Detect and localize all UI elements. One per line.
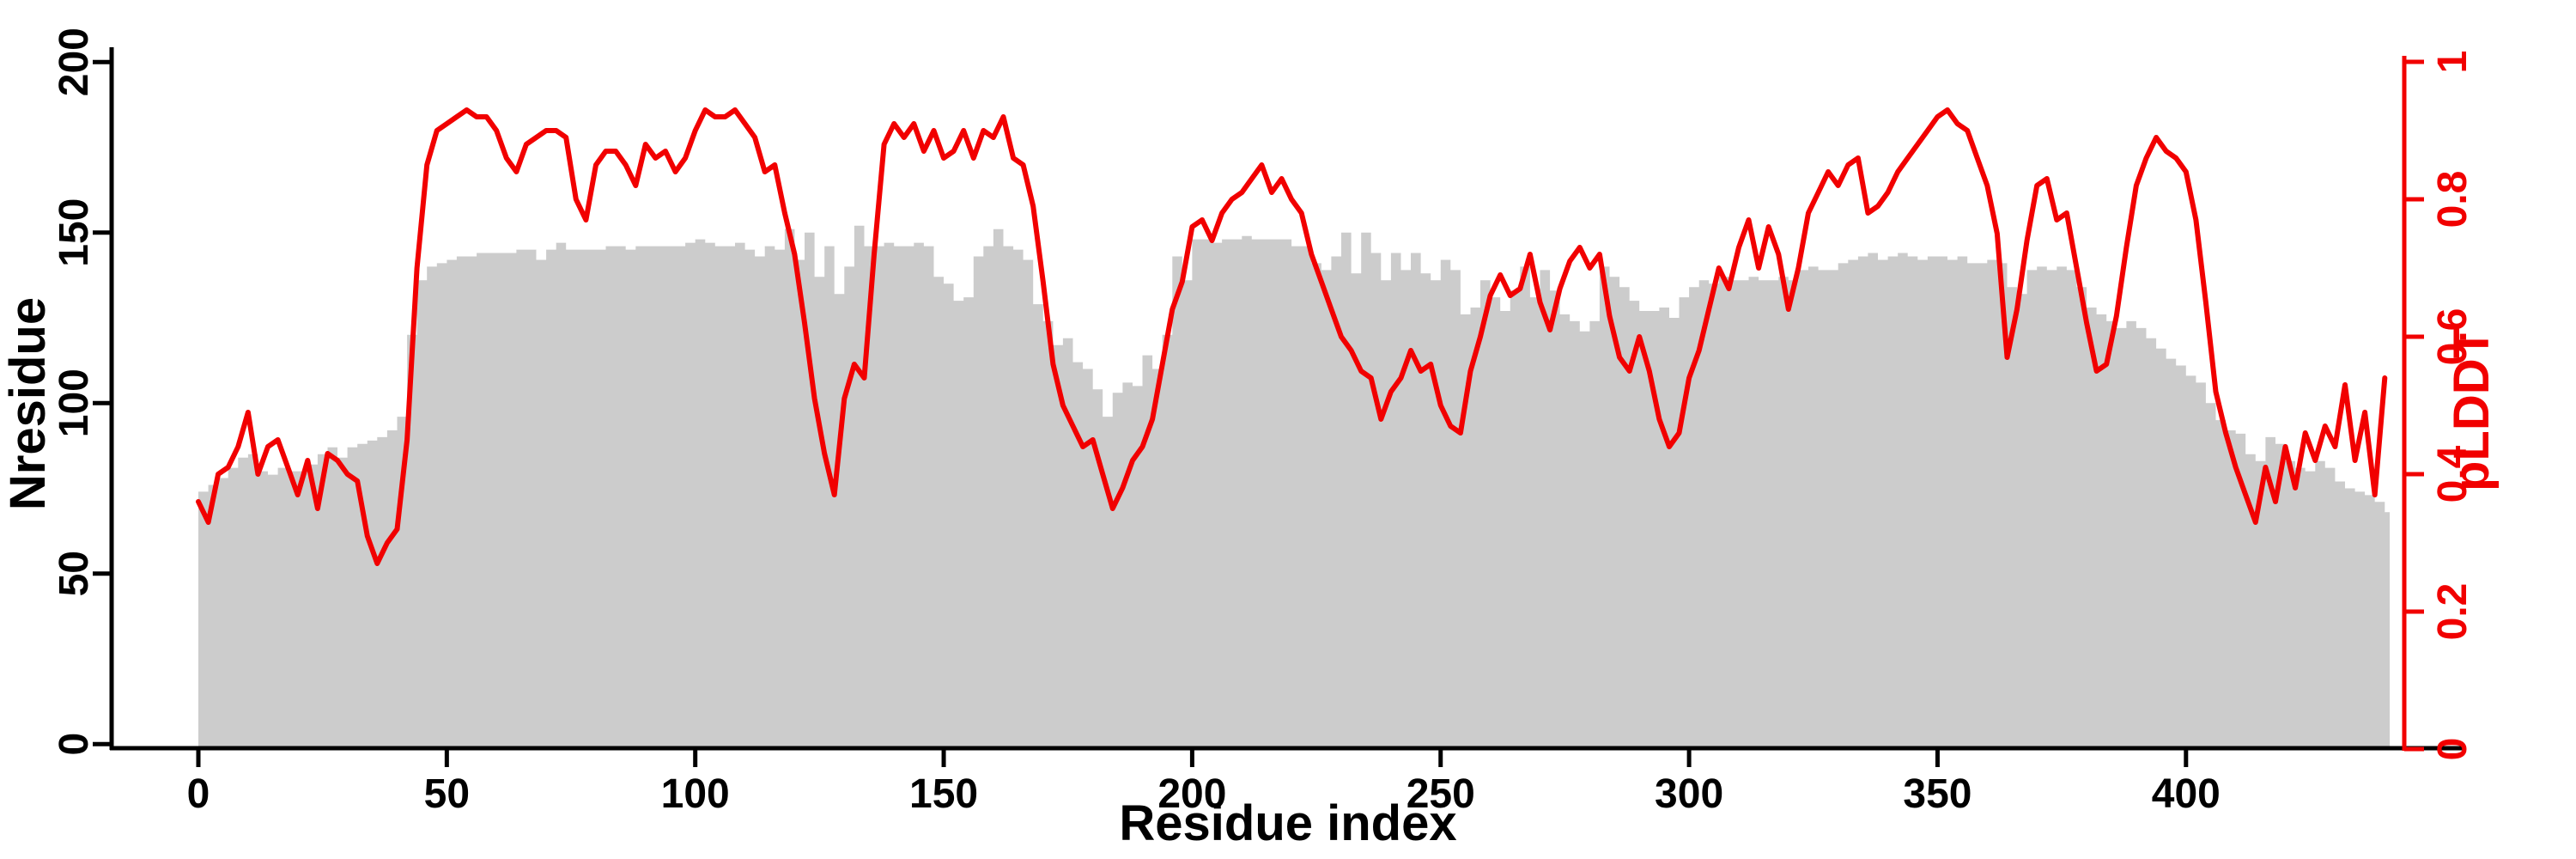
right-y-axis-title: pLDDT (2444, 328, 2500, 491)
x-axis-tick-label: 0 (187, 771, 210, 817)
left-axis-tick-label: 150 (52, 198, 97, 267)
nresidue-bars-series (198, 225, 2391, 746)
x-axis-tick-label: 200 (1157, 771, 1226, 817)
plddt-line (196, 107, 2388, 566)
right-y-axis: 0 0.2 0.4 0.6 0.8 1 (2402, 51, 2476, 761)
left-axis-tick-label: 50 (52, 551, 97, 596)
nresidue-bar-area (198, 225, 2391, 746)
x-axis-tick-label: 300 (1655, 771, 1723, 817)
x-axis: 0 50 100 150 200 250 300 350 400 (110, 746, 2466, 817)
x-axis-tick-label: 400 (2152, 771, 2221, 817)
right-axis-tick-label: 0.4 (2430, 445, 2476, 503)
x-axis-tick-label: 250 (1406, 771, 1475, 817)
left-axis-tick-label: 100 (52, 369, 97, 437)
left-axis-tick-label: 200 (52, 27, 97, 96)
x-axis-title: Residue index (1119, 795, 1456, 851)
left-axis-tick-label: 0 (52, 733, 97, 756)
x-axis-tick-label: 50 (424, 771, 470, 817)
right-axis-tick-label: 0.8 (2430, 171, 2476, 228)
right-axis-tick-label: 0.6 (2430, 308, 2476, 366)
right-axis-tick-label: 0 (2430, 738, 2476, 761)
left-y-axis-title: Nresidue (0, 297, 56, 510)
right-axis-tick-label: 1 (2430, 51, 2476, 74)
right-axis-tick-label: 0.2 (2430, 583, 2476, 641)
x-axis-tick-label: 350 (1903, 771, 1971, 817)
left-y-axis: 0 50 100 150 200 (52, 27, 114, 756)
x-axis-tick-label: 100 (661, 771, 730, 817)
plddt-line-series (196, 107, 2388, 566)
x-axis-tick-label: 150 (909, 771, 978, 817)
